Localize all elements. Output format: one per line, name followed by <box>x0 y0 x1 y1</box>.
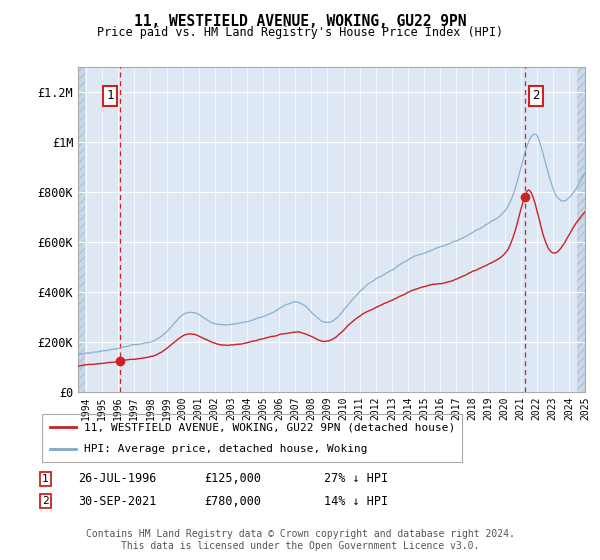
Text: 11, WESTFIELD AVENUE, WOKING, GU22 9PN: 11, WESTFIELD AVENUE, WOKING, GU22 9PN <box>134 14 466 29</box>
Text: 1: 1 <box>42 474 49 484</box>
Bar <box>78 67 85 392</box>
Text: 2: 2 <box>532 90 539 102</box>
Bar <box>577 67 585 392</box>
Text: Price paid vs. HM Land Registry's House Price Index (HPI): Price paid vs. HM Land Registry's House … <box>97 26 503 39</box>
Text: 11, WESTFIELD AVENUE, WOKING, GU22 9PN (detached house): 11, WESTFIELD AVENUE, WOKING, GU22 9PN (… <box>84 422 455 432</box>
Text: £780,000: £780,000 <box>204 494 261 508</box>
Text: 26-JUL-1996: 26-JUL-1996 <box>78 472 157 486</box>
Text: 14% ↓ HPI: 14% ↓ HPI <box>324 494 388 508</box>
Text: HPI: Average price, detached house, Woking: HPI: Average price, detached house, Woki… <box>84 444 367 454</box>
Text: £125,000: £125,000 <box>204 472 261 486</box>
Text: 27% ↓ HPI: 27% ↓ HPI <box>324 472 388 486</box>
Text: Contains HM Land Registry data © Crown copyright and database right 2024.
This d: Contains HM Land Registry data © Crown c… <box>86 529 514 551</box>
Text: 2: 2 <box>42 496 49 506</box>
Text: 1: 1 <box>106 90 113 102</box>
Text: 30-SEP-2021: 30-SEP-2021 <box>78 494 157 508</box>
